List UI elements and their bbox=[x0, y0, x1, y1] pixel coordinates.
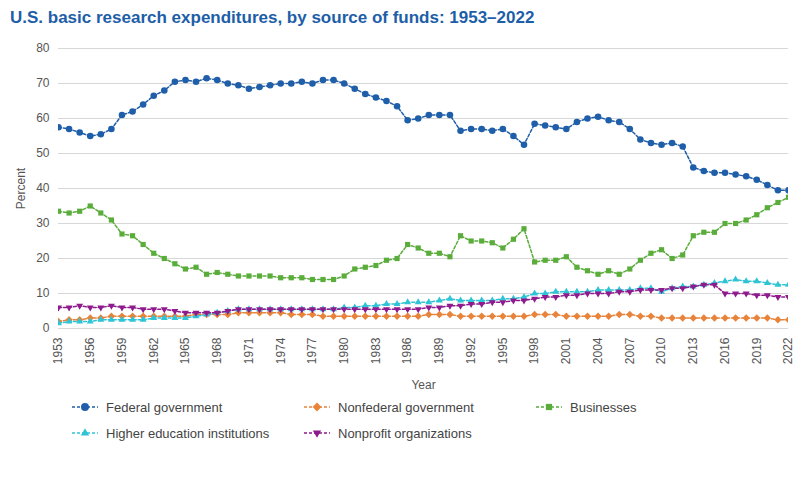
svg-text:2010: 2010 bbox=[654, 337, 668, 364]
svg-text:1995: 1995 bbox=[496, 337, 510, 364]
svg-text:1956: 1956 bbox=[83, 337, 97, 364]
svg-text:1998: 1998 bbox=[527, 337, 541, 364]
html-text:Nonfederal government: Nonfederal government bbox=[338, 399, 474, 415]
svg-text:1959: 1959 bbox=[115, 337, 129, 364]
svg-text:70: 70 bbox=[36, 76, 50, 90]
svg-text:2004: 2004 bbox=[591, 337, 605, 364]
svg-text:1986: 1986 bbox=[400, 337, 414, 364]
svg-text:40: 40 bbox=[36, 181, 50, 195]
svg-text:1965: 1965 bbox=[178, 337, 192, 364]
svg-text:1974: 1974 bbox=[274, 337, 288, 364]
svg-text:1992: 1992 bbox=[464, 337, 478, 364]
svg-text:50: 50 bbox=[36, 146, 50, 160]
html-text:Nonprofit organizations: Nonprofit organizations bbox=[338, 425, 472, 441]
svg-text:1977: 1977 bbox=[305, 337, 319, 364]
svg-text:1962: 1962 bbox=[147, 337, 161, 364]
html-text:Federal government: Federal government bbox=[106, 399, 223, 415]
svg-text:1983: 1983 bbox=[369, 337, 383, 364]
svg-text:2007: 2007 bbox=[623, 337, 637, 364]
html-text:U.S. basic research expenditur: U.S. basic research expenditures, by sou… bbox=[10, 8, 535, 27]
html-text:Higher education institutions: Higher education institutions bbox=[106, 425, 270, 441]
svg-text:1971: 1971 bbox=[242, 337, 256, 364]
svg-text:80: 80 bbox=[36, 41, 50, 55]
svg-text:2019: 2019 bbox=[750, 337, 764, 364]
svg-text:30: 30 bbox=[36, 216, 50, 230]
svg-text:2001: 2001 bbox=[559, 337, 573, 364]
html-text:Businesses: Businesses bbox=[570, 399, 637, 415]
svg-text:1989: 1989 bbox=[432, 337, 446, 364]
svg-text:0: 0 bbox=[43, 321, 50, 335]
svg-text:2016: 2016 bbox=[718, 337, 732, 364]
svg-text:Percent: Percent bbox=[14, 167, 28, 209]
svg-text:1968: 1968 bbox=[210, 337, 224, 364]
svg-text:1980: 1980 bbox=[337, 337, 351, 364]
svg-text:60: 60 bbox=[36, 111, 50, 125]
svg-text:Year: Year bbox=[411, 378, 435, 392]
svg-text:1953: 1953 bbox=[51, 337, 65, 364]
svg-text:10: 10 bbox=[36, 286, 50, 300]
svg-text:20: 20 bbox=[36, 251, 50, 265]
svg-text:2013: 2013 bbox=[686, 337, 700, 364]
svg-text:2022: 2022 bbox=[781, 337, 795, 364]
